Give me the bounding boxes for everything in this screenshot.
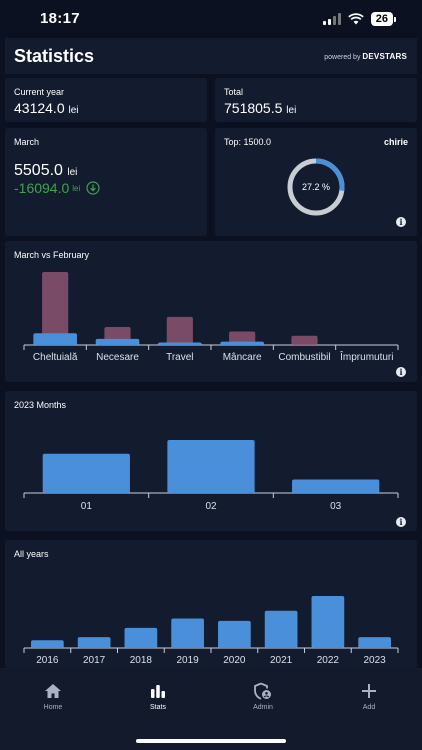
x-tick-label: 2017 [83,655,106,666]
bar [158,342,202,345]
admin-icon [254,682,271,700]
current-year-amount: 43124.0 [14,100,65,116]
all-years-card: All years 2016 2017 2018 2019 2020 2021 2022 20… [5,540,417,668]
bar [33,333,77,345]
x-tick-label: Cheltuială [33,352,78,363]
chart-title: March vs February [14,250,90,260]
status-icons: 26 [322,12,396,26]
bar [42,272,69,345]
months-card: 2023 Months 01 02 03 i [5,391,417,531]
bar [291,335,318,345]
powered-by: powered by DEVSTARS [324,52,407,61]
tab-stats[interactable]: Stats [128,682,188,711]
x-tick-label: 2023 [364,655,387,666]
bar [166,316,193,345]
months-chart: 01 02 03 [23,440,399,512]
current-year-unit: lei [68,105,79,116]
tab-label: Home [43,704,63,711]
bar [218,620,251,648]
chart-title: All years [14,549,49,559]
home-indicator[interactable] [136,739,286,743]
bar [77,637,111,648]
bar [167,440,255,493]
x-tick-label: 01 [81,501,93,512]
home-icon [45,684,61,698]
month-diff-unit: lei [72,183,81,193]
x-tick-label: Mâncare [223,352,262,363]
wifi-icon [348,13,364,25]
status-bar: 18:17 26 [0,0,422,38]
total-amount: 751805.5 [224,100,283,116]
tab-bar: Home Stats Admin [0,668,422,750]
month-value: 5505.0 lei [14,162,77,180]
x-tick-label: 02 [205,501,217,512]
total-value: 751805.5 lei [224,100,296,116]
info-icon[interactable]: i [396,517,406,527]
brand-name: DEVSTARS [362,52,407,61]
x-tick-label: 03 [330,501,342,512]
tab-label: Add [362,704,376,711]
march-vs-february-chart: Cheltuială Necesare Travel Mâncare Combustib… [23,272,399,363]
tab-add[interactable]: Add [339,682,399,711]
chart-title: 2023 Months [14,400,67,410]
top-category: chirie [383,137,408,147]
current-year-value: 43124.0 lei [14,100,79,116]
tab-label: Stats [150,704,166,711]
bar [42,453,130,493]
status-time: 18:17 [40,10,80,27]
arrow-down-circle-icon [86,181,100,195]
powered-prefix: powered by [324,54,361,61]
top-percentage-ring: 27.2 % [287,158,345,216]
month-label: March [14,137,40,147]
info-icon[interactable]: i [396,217,406,227]
month-diff-amount: -16094.0 [14,180,70,196]
x-tick-label: 2016 [36,655,59,666]
bar [171,618,204,648]
total-unit: lei [286,105,297,116]
current-year-label: Current year [14,87,65,97]
ring-fill [287,158,345,216]
x-tick-label: Necesare [96,352,139,363]
bar [31,640,64,648]
month-diff: -16094.0 lei [14,180,100,196]
month-amount: 5505.0 [14,162,63,179]
x-tick-label: Travel [166,352,193,363]
top-category-card[interactable]: Top: 1500.0 chirie 27.2 % i [215,128,417,236]
top-label: Top: 1500.0 [224,137,272,147]
current-year-card[interactable]: Current year 43124.0 lei [5,78,207,122]
header: Statistics powered by DEVSTARS [5,38,417,74]
page-title: Statistics [14,46,95,66]
bar [264,610,298,648]
x-tick-label: 2022 [317,655,340,666]
info-icon[interactable]: i [396,367,406,377]
x-tick-label: Împrumuturi [339,350,393,363]
ring-percent: 27.2 % [302,182,330,192]
tab-admin[interactable]: Admin [233,682,293,711]
signal-icon [322,13,341,25]
add-icon [362,684,376,698]
x-tick-label: Combustibil [278,352,330,363]
tab-home[interactable]: Home [23,682,83,711]
bar [95,338,140,345]
bar [124,627,158,648]
bar [220,341,264,345]
month-unit: lei [67,167,78,178]
battery-level: 26 [370,12,393,26]
all-years-chart: 2016 2017 2018 2019 2020 2021 2022 2023 [23,596,399,666]
x-tick-label: 2018 [130,655,153,666]
stats-icon [151,685,165,698]
x-tick-label: 2020 [223,655,246,666]
total-label: Total [224,87,244,97]
bar [292,479,380,493]
bar [358,637,391,648]
march-vs-february-card: March vs February Cheltuială Necesare Trav… [5,241,417,382]
month-card[interactable]: March 5505.0 lei -16094.0 lei [5,128,207,236]
total-card[interactable]: Total 751805.5 lei [215,78,417,122]
battery-icon: 26 [370,12,396,26]
bar [311,596,345,648]
tab-label: Admin [253,704,273,711]
x-tick-label: 2021 [270,655,293,666]
x-tick-label: 2019 [177,655,200,666]
